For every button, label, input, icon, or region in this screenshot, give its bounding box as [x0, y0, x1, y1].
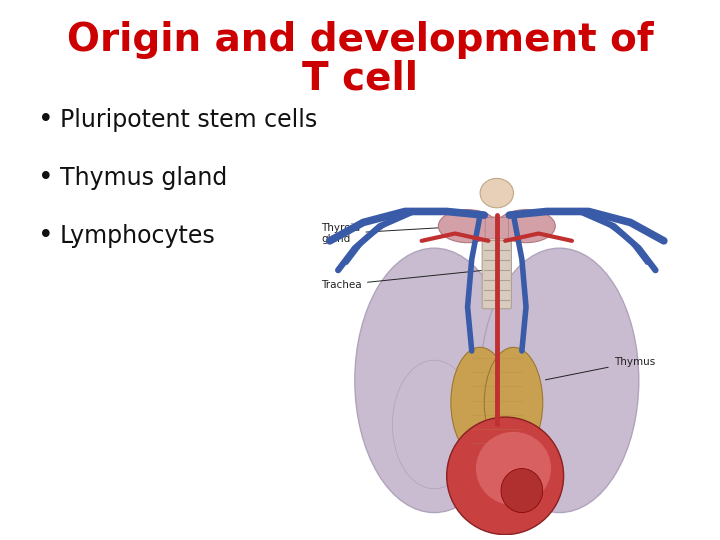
Ellipse shape: [480, 178, 513, 208]
Text: Thymus: Thymus: [546, 357, 655, 380]
Ellipse shape: [497, 210, 555, 242]
Text: Trachea: Trachea: [321, 271, 482, 290]
Ellipse shape: [476, 432, 551, 505]
Text: Origin and development of: Origin and development of: [67, 21, 653, 59]
Ellipse shape: [480, 248, 639, 512]
Text: Pluripotent stem cells: Pluripotent stem cells: [60, 108, 318, 132]
Ellipse shape: [355, 248, 513, 512]
Text: •: •: [38, 165, 53, 191]
Text: •: •: [38, 107, 53, 133]
Text: Thyroid
gland: Thyroid gland: [321, 222, 465, 244]
Text: Lymphocytes: Lymphocytes: [60, 224, 216, 248]
Ellipse shape: [501, 469, 543, 512]
Text: •: •: [38, 223, 53, 249]
FancyBboxPatch shape: [482, 217, 511, 309]
Ellipse shape: [451, 347, 509, 457]
Ellipse shape: [485, 347, 543, 457]
FancyBboxPatch shape: [485, 218, 508, 238]
Text: T cell: T cell: [302, 59, 418, 97]
Ellipse shape: [438, 210, 497, 242]
Text: Thymus gland: Thymus gland: [60, 166, 228, 190]
Ellipse shape: [446, 417, 564, 535]
